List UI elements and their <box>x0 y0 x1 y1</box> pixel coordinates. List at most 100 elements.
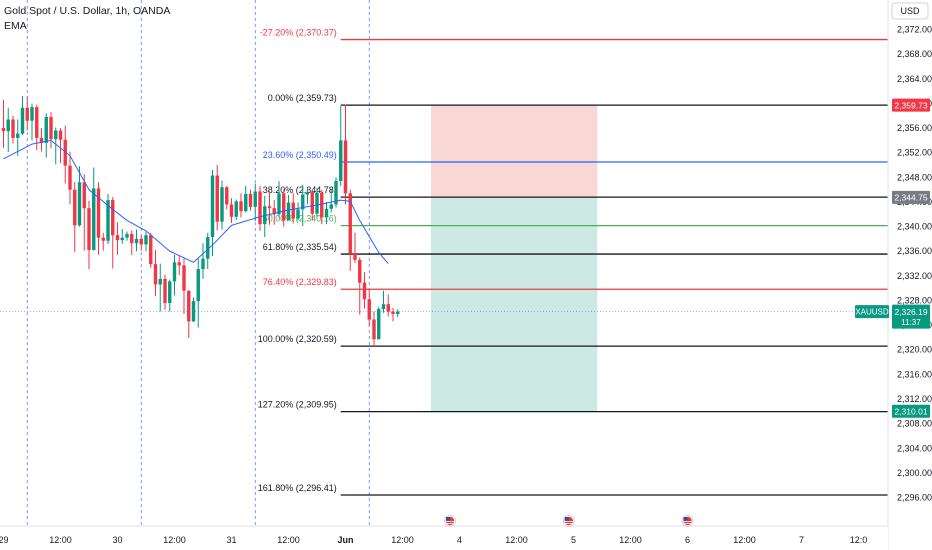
candle-body[interactable] <box>334 181 338 205</box>
candle-body[interactable] <box>286 202 291 221</box>
time-tick-label: 12:0 <box>850 535 868 545</box>
candle-body[interactable] <box>44 116 48 143</box>
candle-body[interactable] <box>324 208 329 218</box>
candle-body[interactable] <box>96 188 101 238</box>
take-profit-zone[interactable] <box>431 197 598 412</box>
candle-body[interactable] <box>258 191 262 225</box>
candle-body[interactable] <box>329 204 333 209</box>
candle-body[interactable] <box>229 204 234 217</box>
candle-body[interactable] <box>210 175 215 238</box>
stop-loss-zone[interactable] <box>431 105 598 198</box>
candle-body[interactable] <box>196 269 200 302</box>
candle-body[interactable] <box>120 237 124 241</box>
candle-body[interactable] <box>139 238 143 245</box>
candle-body[interactable] <box>182 265 186 291</box>
us-event-flag-icon[interactable] <box>562 515 575 527</box>
candle-body[interactable] <box>277 193 281 215</box>
candle-body[interactable] <box>144 235 148 245</box>
candle-body[interactable] <box>172 262 177 282</box>
candle-body[interactable] <box>16 133 20 138</box>
candle-body[interactable] <box>82 182 86 209</box>
candle-body[interactable] <box>35 107 39 138</box>
candle-body[interactable] <box>130 233 134 244</box>
candle-body[interactable] <box>206 237 210 259</box>
currency-selector[interactable]: USD <box>891 2 929 20</box>
candle-body[interactable] <box>153 264 158 285</box>
candle-body[interactable] <box>272 208 276 215</box>
candle-body[interactable] <box>339 140 343 182</box>
currency-box[interactable] <box>891 2 929 20</box>
us-event-flag-icon[interactable] <box>681 515 694 527</box>
candle-body[interactable] <box>239 201 243 212</box>
candle-body[interactable] <box>134 238 139 244</box>
candle-body[interactable] <box>25 107 29 121</box>
candle-body[interactable] <box>6 119 10 132</box>
us-event-flag-icon[interactable] <box>444 515 456 527</box>
candle-body[interactable] <box>168 281 172 303</box>
candle-body[interactable] <box>20 107 25 134</box>
candle-body[interactable] <box>305 192 310 195</box>
fib-level-label: 76.40% (2,329.83) <box>263 277 337 287</box>
fib-level-label: 61.80% (2,335.54) <box>263 242 337 252</box>
candle-body[interactable] <box>163 278 167 303</box>
candle-body[interactable] <box>225 187 229 205</box>
candle-body[interactable] <box>87 208 91 250</box>
candle-body[interactable] <box>158 278 162 285</box>
candle-body[interactable] <box>291 202 295 219</box>
candle-body[interactable] <box>63 139 67 166</box>
candle-body[interactable] <box>372 319 376 340</box>
symbol-title[interactable]: Gold Spot / U.S. Dollar, 1h, OANDA <box>4 5 171 17</box>
candle-body[interactable] <box>391 311 395 315</box>
ema-line[interactable] <box>3 139 389 264</box>
candle-body[interactable] <box>220 187 224 222</box>
candle-body[interactable] <box>92 188 96 250</box>
candle-body[interactable] <box>301 194 305 210</box>
candle-body[interactable] <box>282 193 286 221</box>
price-tick-label: 2,348.00 <box>897 172 932 182</box>
candle-body[interactable] <box>315 192 319 214</box>
candle-body[interactable] <box>358 259 362 283</box>
candle-body[interactable] <box>320 192 324 218</box>
ema-indicator-label[interactable]: EMA <box>4 20 27 32</box>
candle-body[interactable] <box>201 258 205 270</box>
candle-body[interactable] <box>386 304 390 312</box>
candle-body[interactable] <box>215 175 219 222</box>
candle-body[interactable] <box>310 192 314 214</box>
candle-body[interactable] <box>149 235 153 265</box>
candle-body[interactable] <box>348 193 352 254</box>
candle-body[interactable] <box>115 235 120 241</box>
candle-body[interactable] <box>111 200 115 236</box>
chart-legend: Gold Spot / U.S. Dollar, 1h, OANDA EMA <box>4 4 170 34</box>
candle-body[interactable] <box>73 189 77 226</box>
candle-body[interactable] <box>54 130 58 140</box>
candle-body[interactable] <box>1 128 6 132</box>
candle-body[interactable] <box>296 209 300 219</box>
candle-body[interactable] <box>177 262 181 266</box>
candle-body[interactable] <box>362 282 367 300</box>
candle-body[interactable] <box>125 233 129 238</box>
time-tick-label: 4 <box>457 535 462 545</box>
candle-body[interactable] <box>381 304 386 310</box>
candle-body[interactable] <box>58 130 63 140</box>
candle-body[interactable] <box>234 201 238 217</box>
candle-body[interactable] <box>39 137 44 143</box>
candle-body[interactable] <box>396 311 400 315</box>
candle-body[interactable] <box>244 193 248 212</box>
candle-body[interactable] <box>106 200 110 241</box>
candle-body[interactable] <box>68 165 72 190</box>
candle-body[interactable] <box>248 193 253 207</box>
candle-body[interactable] <box>267 206 272 209</box>
candle-body[interactable] <box>343 140 348 194</box>
candle-body[interactable] <box>367 299 371 320</box>
candle-body[interactable] <box>11 119 15 138</box>
candle-body[interactable] <box>101 237 105 241</box>
candle-body[interactable] <box>353 253 357 260</box>
candle-body[interactable] <box>377 309 381 340</box>
candle-body[interactable] <box>30 107 34 121</box>
candle-body[interactable] <box>191 301 196 322</box>
candle-body[interactable] <box>187 290 191 322</box>
candle-body[interactable] <box>49 116 53 140</box>
candle-body[interactable] <box>77 182 82 226</box>
candle-body[interactable] <box>253 191 257 207</box>
